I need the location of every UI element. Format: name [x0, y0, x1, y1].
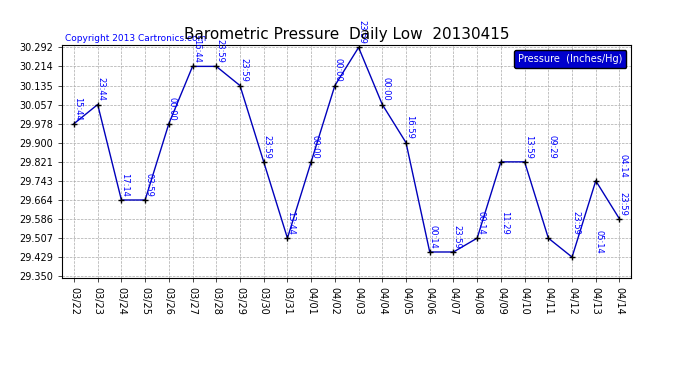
Text: 09:29: 09:29: [547, 135, 556, 158]
Text: 03:59: 03:59: [144, 173, 153, 196]
Legend: Pressure  (Inches/Hg): Pressure (Inches/Hg): [514, 50, 627, 68]
Text: 23:59: 23:59: [215, 39, 224, 63]
Text: 15:44: 15:44: [73, 96, 82, 120]
Text: 23:59: 23:59: [618, 192, 627, 216]
Text: 23:59: 23:59: [571, 211, 580, 235]
Text: 23:59: 23:59: [239, 58, 248, 82]
Text: 00:00: 00:00: [334, 58, 343, 82]
Text: 00:00: 00:00: [168, 96, 177, 120]
Text: 16:44: 16:44: [192, 39, 201, 63]
Text: 23:59: 23:59: [357, 20, 366, 44]
Text: Copyright 2013 Cartronics.com: Copyright 2013 Cartronics.com: [65, 34, 206, 43]
Text: 17:14: 17:14: [121, 173, 130, 196]
Text: 16:59: 16:59: [405, 116, 414, 139]
Text: 13:44: 13:44: [286, 211, 295, 235]
Text: 05:14: 05:14: [595, 230, 604, 254]
Text: 11:29: 11:29: [500, 211, 509, 235]
Text: 13:59: 13:59: [524, 135, 533, 158]
Text: 23:59: 23:59: [263, 135, 272, 158]
Text: 00:14: 00:14: [428, 225, 437, 249]
Text: 23:59: 23:59: [453, 225, 462, 249]
Text: 23:44: 23:44: [97, 77, 106, 101]
Text: 04:14: 04:14: [618, 154, 627, 177]
Text: 00:00: 00:00: [382, 77, 391, 101]
Text: 00:00: 00:00: [310, 135, 319, 158]
Text: 00:14: 00:14: [476, 211, 485, 235]
Title: Barometric Pressure  Daily Low  20130415: Barometric Pressure Daily Low 20130415: [184, 27, 509, 42]
